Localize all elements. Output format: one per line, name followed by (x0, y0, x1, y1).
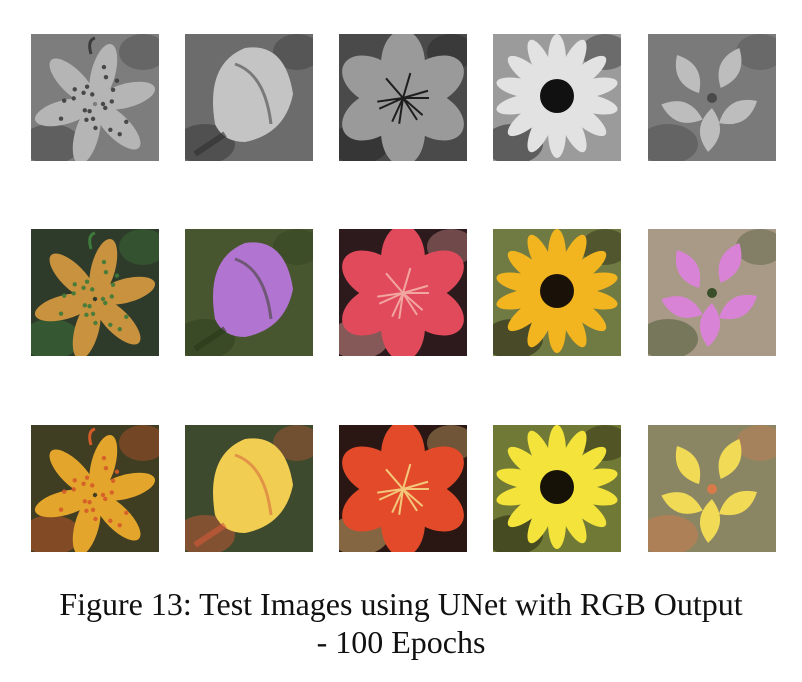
flower-image-r3-c1 (31, 425, 159, 552)
figure-caption-line2: - 100 Epochs (316, 624, 486, 660)
flower-image-r3-c2 (185, 425, 313, 552)
flower-image-r1-c2 (185, 34, 313, 161)
flower-image-r2-c3 (339, 229, 467, 356)
flower-image-r1-c5 (648, 34, 776, 161)
flower-image-r1-c1 (31, 34, 159, 161)
flower-image-r2-c5 (648, 229, 776, 356)
flower-image-r3-c4 (493, 425, 621, 552)
flower-image-r2-c2 (185, 229, 313, 356)
flower-image-r3-c5 (648, 425, 776, 552)
flower-image-r2-c4 (493, 229, 621, 356)
flower-image-r1-c4 (493, 34, 621, 161)
flower-image-r1-c3 (339, 34, 467, 161)
flower-image-r3-c3 (339, 425, 467, 552)
figure-caption-line1: Figure 13: Test Images using UNet with R… (59, 586, 743, 622)
flower-image-r2-c1 (31, 229, 159, 356)
